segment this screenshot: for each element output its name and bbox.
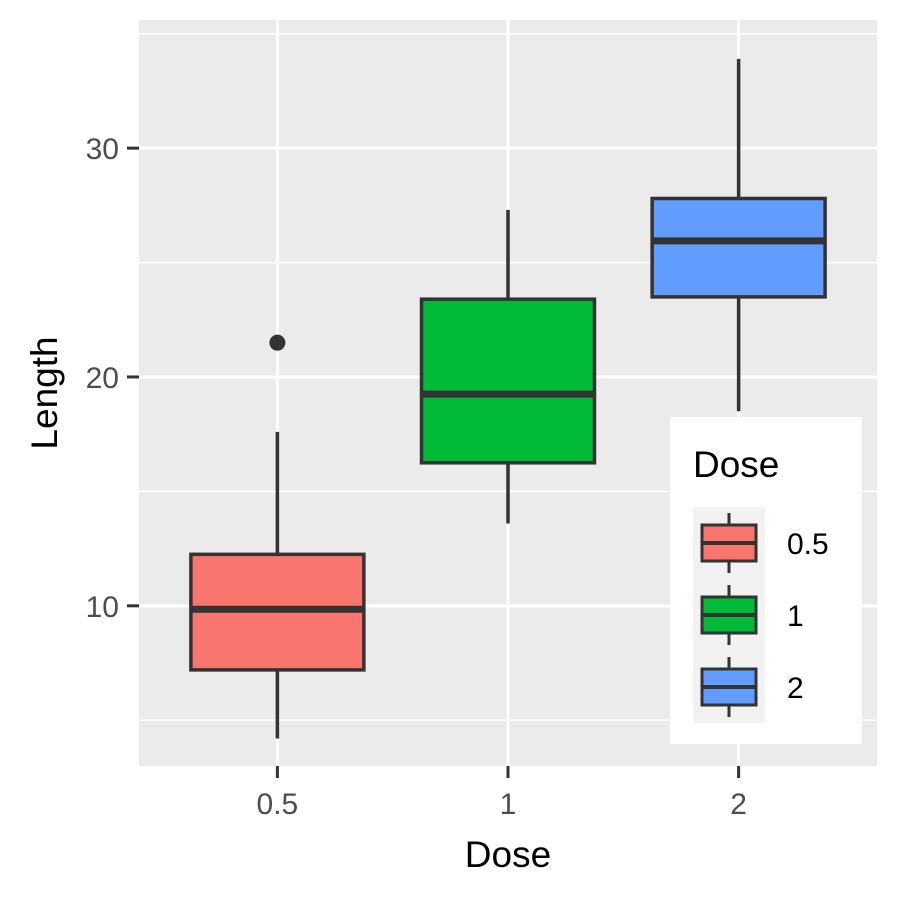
legend-item-1: 1 xyxy=(693,579,804,651)
legend-item-2: 2 xyxy=(693,651,804,723)
legend-items: 0.5 1 2 xyxy=(693,507,829,723)
boxes xyxy=(189,58,827,739)
box-2 xyxy=(650,58,827,412)
legend-title: Dose xyxy=(693,444,779,485)
box-1 xyxy=(419,209,597,524)
axes: 10 20 30 0.5 1 2 xyxy=(86,133,747,821)
y-axis-title: Length xyxy=(24,336,65,449)
box-body xyxy=(650,196,827,299)
outlier-point xyxy=(269,334,286,351)
y-tick-label: 30 xyxy=(86,133,119,166)
box-body xyxy=(419,297,597,465)
x-tick-label: 2 xyxy=(730,788,747,821)
y-tick-label: 20 xyxy=(86,362,119,395)
box-0.5 xyxy=(189,334,366,739)
x-axis-title: Dose xyxy=(465,834,551,875)
x-tick-label: 0.5 xyxy=(257,788,299,821)
x-tick-label: 1 xyxy=(500,788,517,821)
legend-label: 2 xyxy=(787,672,804,705)
y-tick-label: 10 xyxy=(86,591,119,624)
legend: Dose 0.5 1 2 xyxy=(670,417,862,744)
legend-label: 0.5 xyxy=(787,528,829,561)
legend-label: 1 xyxy=(787,600,804,633)
legend-item-0.5: 0.5 xyxy=(693,507,829,579)
